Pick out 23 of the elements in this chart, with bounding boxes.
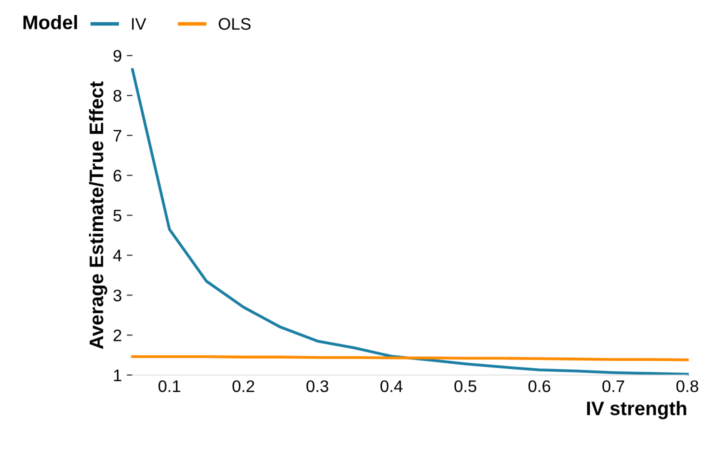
y-tick-label: 3 <box>113 290 122 302</box>
x-tick-label: 0.2 <box>232 380 254 392</box>
y-tick-label: 1 <box>114 370 122 382</box>
line-series <box>131 68 689 376</box>
y-tick-label: 6 <box>114 170 122 182</box>
x-tick-label: 0.3 <box>306 380 328 392</box>
legend-label: OLS <box>218 18 251 30</box>
x-tick-label: 0.7 <box>602 380 624 392</box>
y-tick-label: 9 <box>114 50 122 62</box>
x-axis-title: IV strength <box>587 400 686 420</box>
y-tick-label: 7 <box>114 130 122 142</box>
y-tick-label: 8 <box>114 90 122 102</box>
x-tick-label: 0.1 <box>158 380 180 392</box>
x-tick-label: 0.4 <box>380 380 403 392</box>
y-axis-title: Average Estimate/True Effect <box>89 81 108 349</box>
legend-title: Model <box>23 15 77 30</box>
y-tick-label: 5 <box>113 210 122 222</box>
y-tick-label: 2 <box>114 329 122 342</box>
y-tick-label: 4 <box>113 250 122 262</box>
x-tick-label: 0.8 <box>676 380 698 392</box>
x-tick-label: 0.6 <box>528 380 550 392</box>
x-tick-label: 0.5 <box>454 380 476 392</box>
legend-label: IV <box>132 18 146 30</box>
